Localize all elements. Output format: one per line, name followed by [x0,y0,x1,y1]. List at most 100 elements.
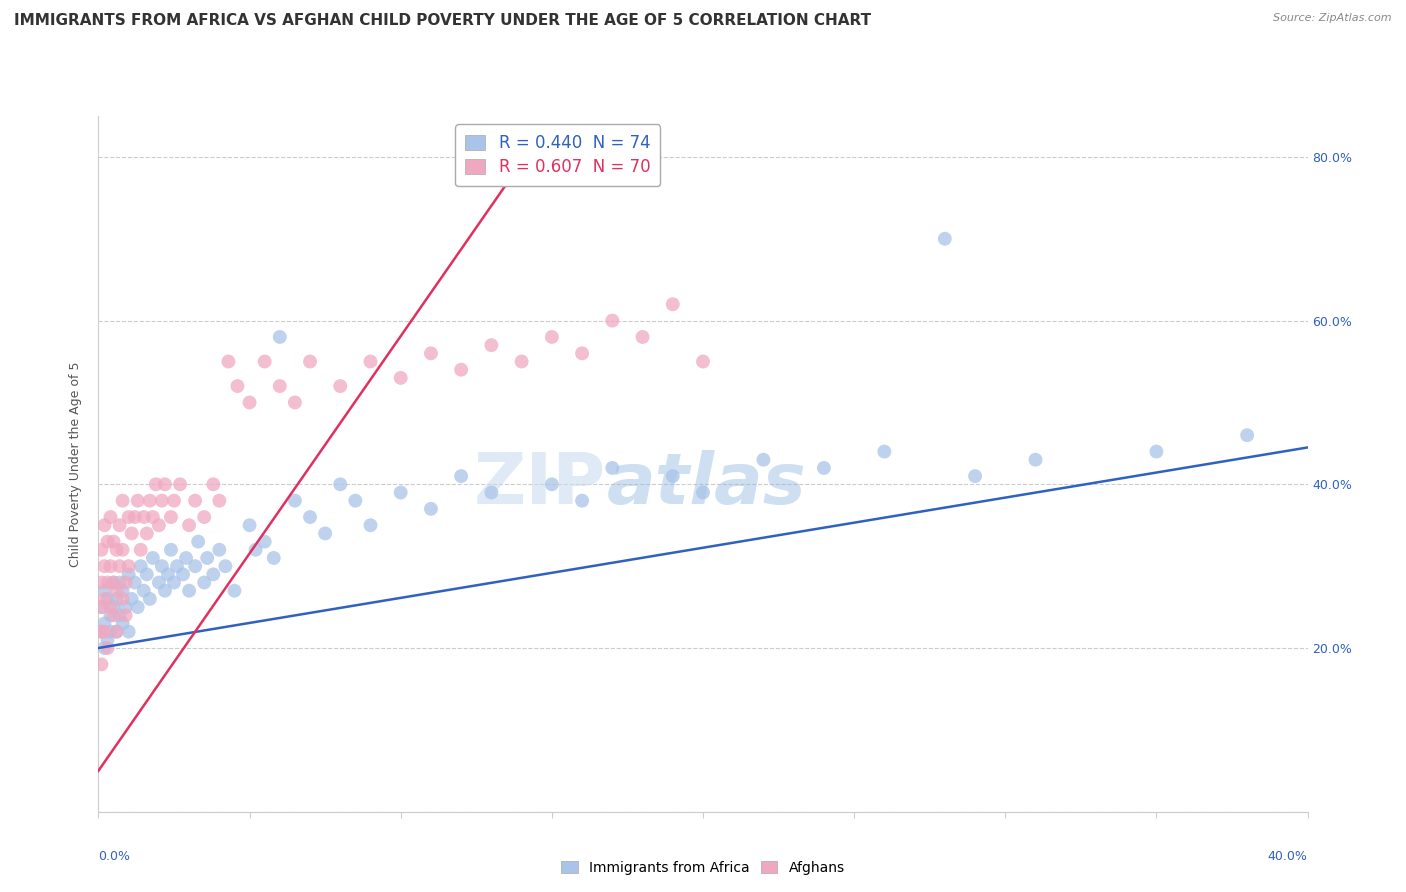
Point [139,591,162,606]
Point [965,469,987,483]
Text: IMMIGRANTS FROM AFRICA VS AFGHAN CHILD POVERTY UNDER THE AGE OF 5 CORRELATION CH: IMMIGRANTS FROM AFRICA VS AFGHAN CHILD P… [14,13,872,29]
Point [329,379,352,393]
Point [813,461,835,475]
Point [263,551,285,566]
Point [571,346,593,360]
Text: atlas: atlas [606,450,806,519]
Point [118,624,141,639]
Point [118,567,141,582]
Point [1144,444,1167,458]
Point [93,616,115,631]
Point [90,575,112,590]
Point [129,542,152,557]
Point [96,534,118,549]
Point [118,559,141,574]
Legend: Immigrants from Africa, Afghans: Immigrants from Africa, Afghans [555,855,851,880]
Point [127,493,149,508]
Point [108,608,131,623]
Point [540,477,562,491]
Point [195,551,218,566]
Point [284,493,307,508]
Point [202,477,225,491]
Point [111,493,134,508]
Point [253,534,276,549]
Point [239,395,262,409]
Point [329,477,352,491]
Point [90,624,112,639]
Point [208,493,231,508]
Point [100,510,122,524]
Point [103,575,125,590]
Point [100,559,122,574]
Point [105,583,128,598]
Point [93,583,115,598]
Point [114,575,136,590]
Point [481,485,503,500]
Point [108,575,131,590]
Point [105,591,128,606]
Point [142,551,165,566]
Point [108,518,131,533]
Point [139,493,162,508]
Point [540,330,562,344]
Point [121,526,143,541]
Point [135,526,157,541]
Point [103,608,125,623]
Point [174,551,197,566]
Point [217,354,239,368]
Point [90,624,112,639]
Point [208,542,231,557]
Point [571,493,593,508]
Point [93,624,115,639]
Legend: R = 0.440  N = 74, R = 0.607  N = 70: R = 0.440 N = 74, R = 0.607 N = 70 [456,124,661,186]
Point [93,640,115,655]
Point [150,493,173,508]
Point [100,624,122,639]
Point [450,362,472,376]
Y-axis label: Child Poverty Under the Age of 5: Child Poverty Under the Age of 5 [69,361,83,566]
Point [269,379,291,393]
Point [93,518,115,533]
Point [148,518,170,533]
Point [269,330,291,344]
Point [420,501,443,516]
Point [103,575,125,590]
Point [314,526,336,541]
Point [160,542,183,557]
Point [193,510,215,524]
Point [96,632,118,647]
Point [214,559,236,574]
Point [692,485,714,500]
Point [124,510,146,524]
Point [153,583,176,598]
Point [299,510,322,524]
Point [873,444,896,458]
Point [187,534,209,549]
Point [602,313,624,327]
Point [1024,452,1046,467]
Point [132,583,155,598]
Point [156,567,179,582]
Point [100,600,122,615]
Point [245,542,267,557]
Point [111,583,134,598]
Point [420,346,443,360]
Point [226,379,249,393]
Point [127,600,149,615]
Point [150,559,173,574]
Point [389,371,412,385]
Point [121,591,143,606]
Point [481,338,503,352]
Point [148,575,170,590]
Point [145,477,167,491]
Point [111,616,134,631]
Point [450,469,472,483]
Point [96,591,118,606]
Point [163,575,186,590]
Point [100,608,122,623]
Text: 0.0%: 0.0% [98,850,131,863]
Point [96,575,118,590]
Point [193,575,215,590]
Point [284,395,307,409]
Point [135,567,157,582]
